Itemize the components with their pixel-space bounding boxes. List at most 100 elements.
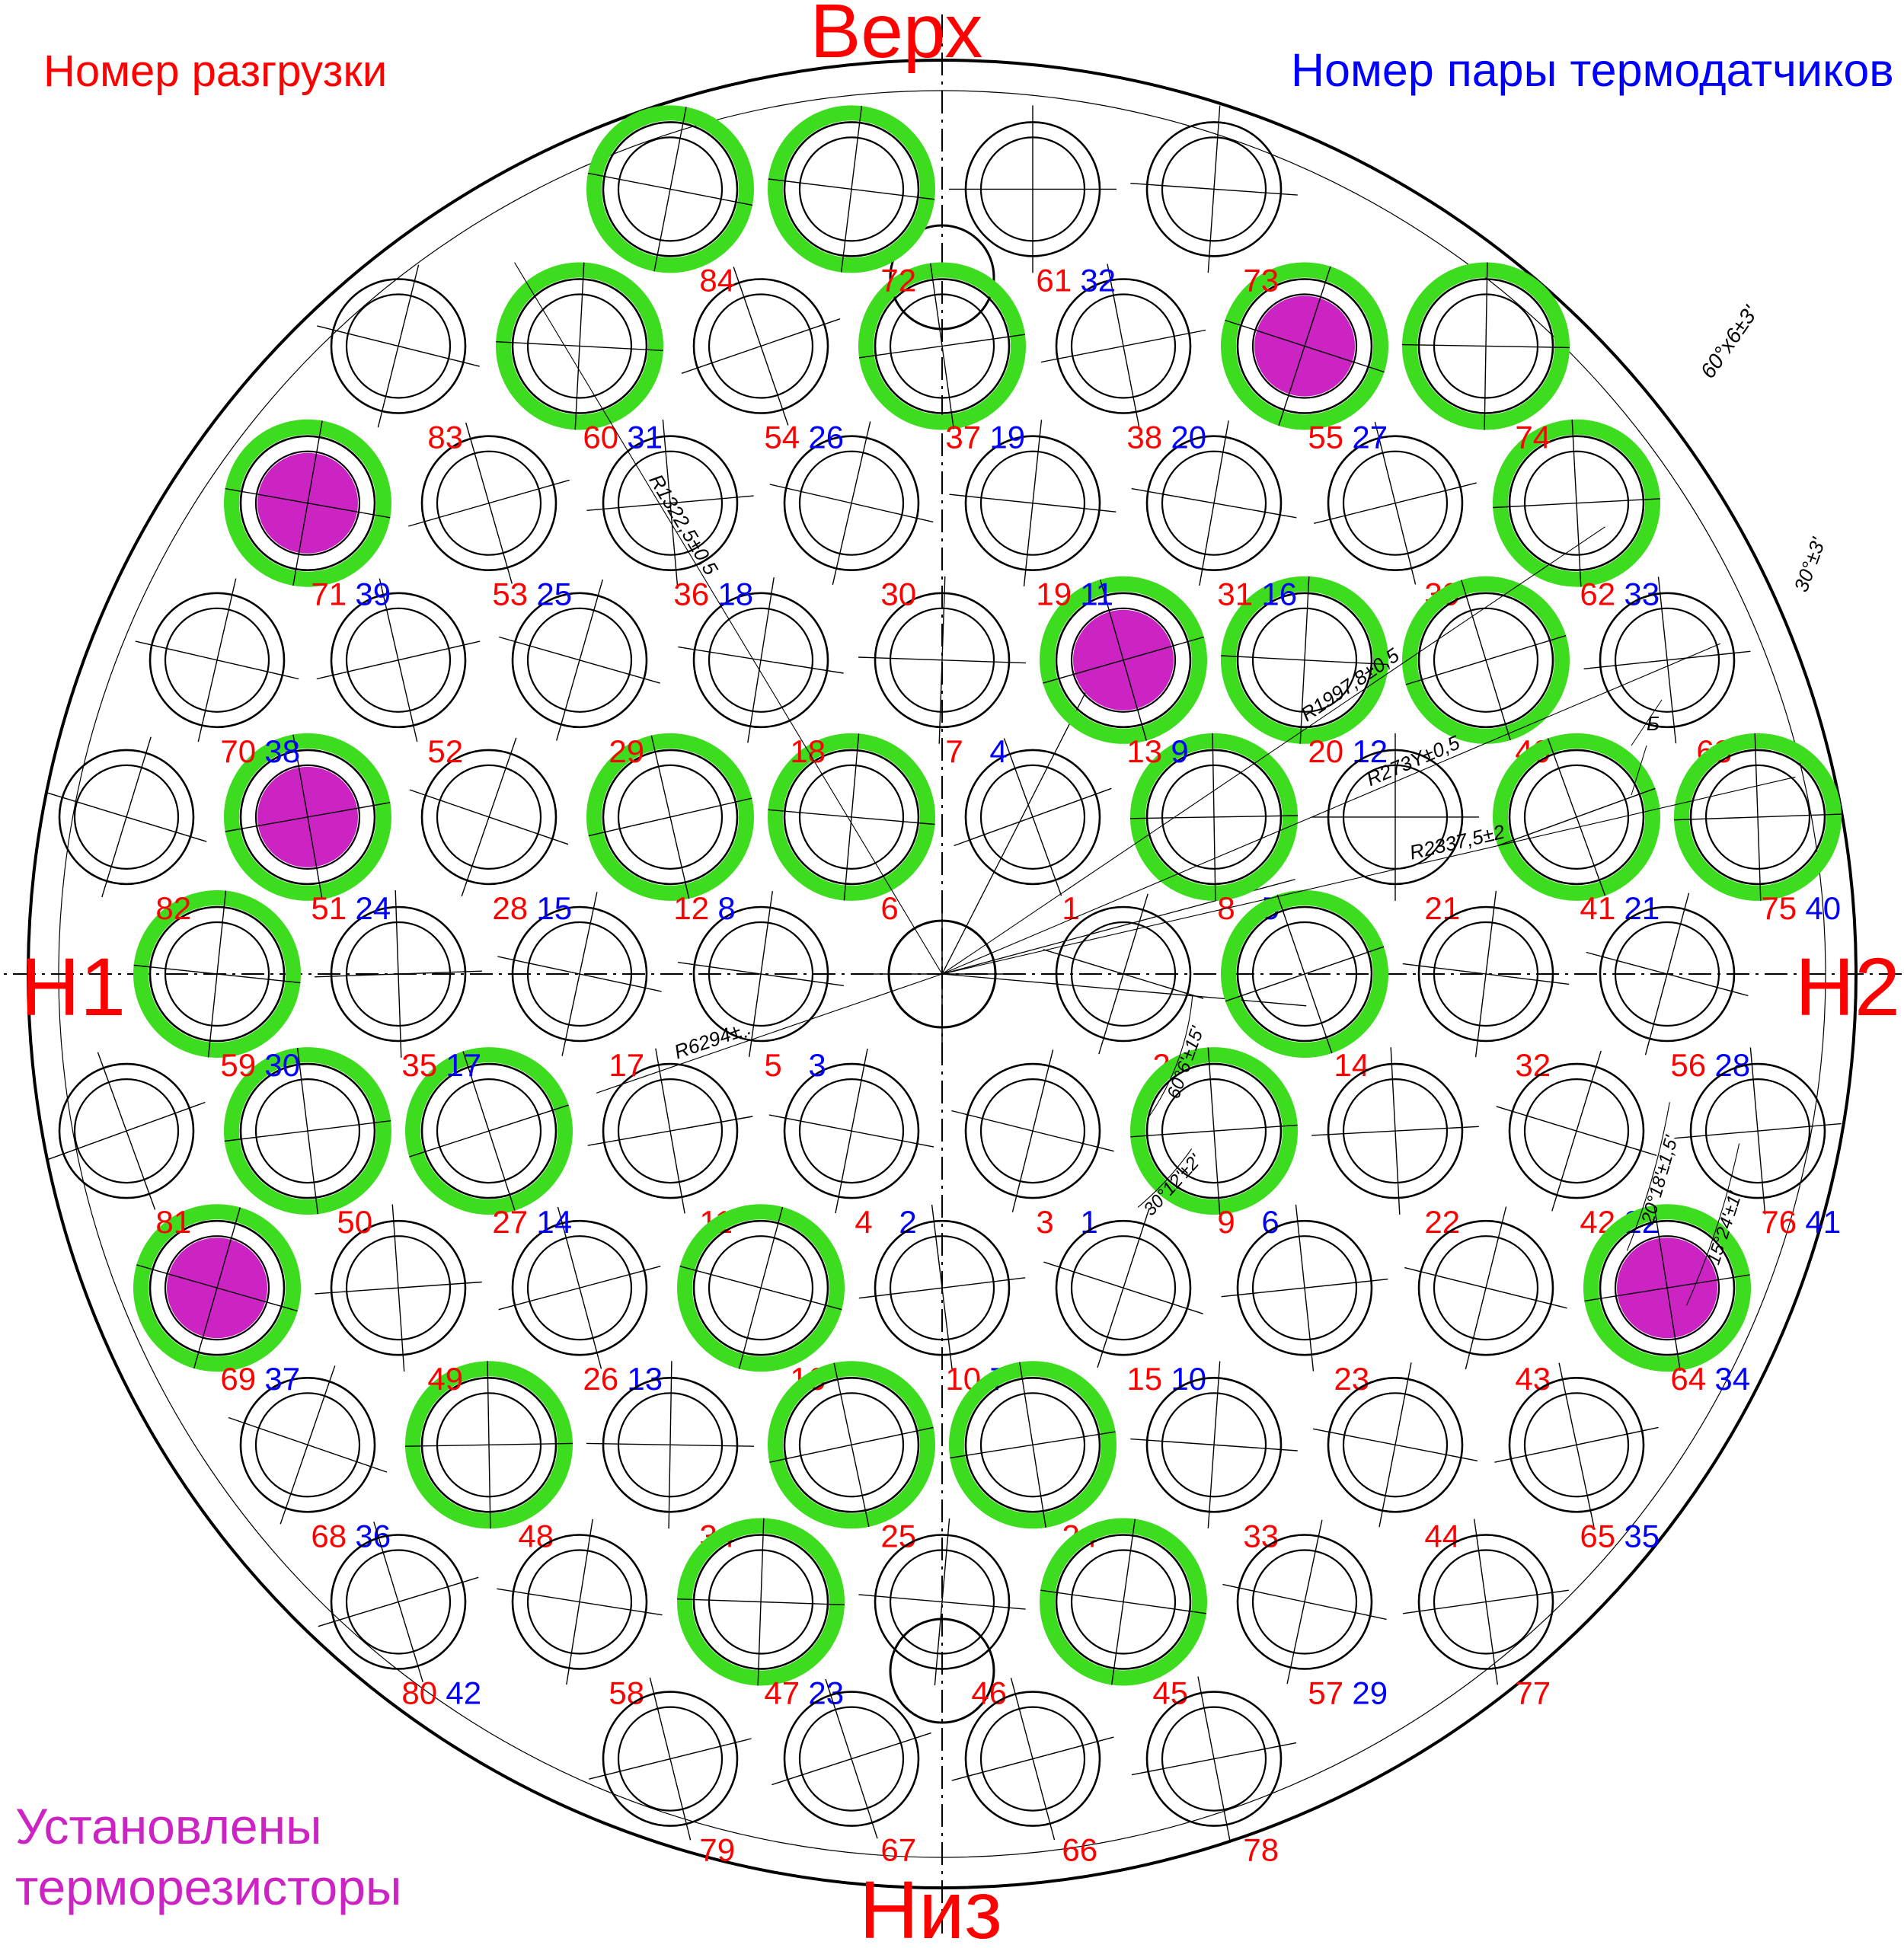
svg-text:40: 40 bbox=[1805, 890, 1841, 926]
svg-text:14: 14 bbox=[1334, 1047, 1369, 1083]
svg-text:9: 9 bbox=[1217, 1204, 1235, 1240]
svg-text:32: 32 bbox=[1515, 1047, 1551, 1083]
svg-text:35: 35 bbox=[401, 1047, 437, 1083]
svg-text:8: 8 bbox=[717, 890, 735, 926]
svg-text:82: 82 bbox=[155, 890, 191, 926]
svg-text:72: 72 bbox=[880, 262, 916, 298]
svg-text:76: 76 bbox=[1761, 1204, 1797, 1240]
svg-text:35: 35 bbox=[1624, 1518, 1660, 1554]
svg-text:57: 57 bbox=[1308, 1675, 1343, 1711]
svg-text:48: 48 bbox=[518, 1518, 554, 1554]
svg-text:38: 38 bbox=[1126, 420, 1162, 455]
svg-text:17: 17 bbox=[446, 1047, 481, 1083]
svg-text:81: 81 bbox=[155, 1204, 191, 1240]
svg-text:1: 1 bbox=[1062, 890, 1079, 926]
svg-text:52: 52 bbox=[427, 733, 463, 769]
svg-text:15: 15 bbox=[1126, 1361, 1162, 1397]
svg-text:27: 27 bbox=[1352, 420, 1388, 455]
svg-text:30: 30 bbox=[880, 576, 916, 612]
svg-text:Номер пары термодатчиков: Номер пары термодатчиков bbox=[1291, 44, 1894, 96]
svg-text:22: 22 bbox=[1424, 1204, 1460, 1240]
svg-text:69: 69 bbox=[220, 1361, 256, 1397]
svg-text:75: 75 bbox=[1761, 890, 1797, 926]
svg-text:31: 31 bbox=[627, 420, 663, 455]
svg-text:58: 58 bbox=[609, 1675, 644, 1711]
svg-text:70: 70 bbox=[220, 733, 256, 769]
svg-text:15: 15 bbox=[536, 890, 572, 926]
svg-text:39: 39 bbox=[355, 576, 391, 612]
svg-text:33: 33 bbox=[1243, 1518, 1279, 1554]
svg-text:45: 45 bbox=[1152, 1675, 1188, 1711]
svg-text:Верх: Верх bbox=[810, 0, 983, 74]
svg-text:68: 68 bbox=[311, 1518, 347, 1554]
svg-text:46: 46 bbox=[971, 1675, 1007, 1711]
svg-text:4: 4 bbox=[989, 733, 1007, 769]
svg-text:73: 73 bbox=[1243, 262, 1279, 298]
svg-text:27: 27 bbox=[492, 1204, 528, 1240]
svg-text:51: 51 bbox=[311, 890, 347, 926]
svg-text:38: 38 bbox=[264, 733, 300, 769]
svg-text:11: 11 bbox=[1080, 576, 1113, 612]
svg-text:62: 62 bbox=[1580, 576, 1615, 612]
svg-text:19: 19 bbox=[1036, 576, 1072, 612]
svg-text:67: 67 bbox=[880, 1832, 916, 1868]
svg-text:6: 6 bbox=[880, 890, 898, 926]
svg-text:23: 23 bbox=[1334, 1361, 1369, 1397]
svg-text:83: 83 bbox=[427, 420, 463, 455]
svg-text:7: 7 bbox=[945, 733, 963, 769]
svg-text:59: 59 bbox=[220, 1047, 256, 1083]
svg-text:Н1: Н1 bbox=[21, 940, 126, 1033]
svg-text:84: 84 bbox=[699, 262, 735, 298]
svg-text:54: 54 bbox=[764, 420, 800, 455]
svg-text:9: 9 bbox=[1171, 733, 1188, 769]
svg-text:3: 3 bbox=[808, 1047, 826, 1083]
svg-text:26: 26 bbox=[583, 1361, 618, 1397]
svg-text:78: 78 bbox=[1243, 1832, 1279, 1868]
svg-text:21: 21 bbox=[1424, 890, 1460, 926]
svg-text:79: 79 bbox=[699, 1832, 735, 1868]
svg-text:17: 17 bbox=[609, 1047, 644, 1083]
svg-text:80: 80 bbox=[401, 1675, 437, 1711]
svg-text:47: 47 bbox=[764, 1675, 800, 1711]
svg-text:44: 44 bbox=[1424, 1518, 1460, 1554]
svg-text:77: 77 bbox=[1515, 1675, 1551, 1711]
svg-text:18: 18 bbox=[717, 576, 753, 612]
svg-text:12: 12 bbox=[673, 890, 709, 926]
svg-text:53: 53 bbox=[492, 576, 528, 612]
svg-text:36: 36 bbox=[673, 576, 709, 612]
svg-text:28: 28 bbox=[492, 890, 528, 926]
svg-text:24: 24 bbox=[355, 890, 391, 926]
svg-text:41: 41 bbox=[1580, 890, 1615, 926]
svg-text:30: 30 bbox=[264, 1047, 300, 1083]
svg-text:37: 37 bbox=[945, 420, 981, 455]
svg-text:20: 20 bbox=[1171, 420, 1206, 455]
svg-text:37: 37 bbox=[264, 1361, 300, 1397]
svg-text:Низ: Низ bbox=[859, 1863, 1002, 1948]
svg-text:29: 29 bbox=[609, 733, 644, 769]
svg-text:32: 32 bbox=[1080, 262, 1116, 298]
svg-text:50: 50 bbox=[337, 1204, 372, 1240]
svg-text:26: 26 bbox=[808, 420, 844, 455]
svg-text:29: 29 bbox=[1352, 1675, 1388, 1711]
svg-text:3: 3 bbox=[1036, 1204, 1053, 1240]
svg-text:49: 49 bbox=[427, 1361, 463, 1397]
svg-text:71: 71 bbox=[311, 576, 347, 612]
svg-text:терморезисторы: терморезисторы bbox=[15, 1859, 401, 1915]
svg-text:43: 43 bbox=[1515, 1361, 1551, 1397]
svg-text:20: 20 bbox=[1308, 733, 1343, 769]
svg-text:4: 4 bbox=[855, 1204, 872, 1240]
svg-text:61: 61 bbox=[1036, 262, 1072, 298]
svg-text:Н2: Н2 bbox=[1795, 940, 1900, 1033]
svg-text:13: 13 bbox=[1126, 733, 1162, 769]
svg-text:41: 41 bbox=[1805, 1204, 1841, 1240]
svg-text:60: 60 bbox=[583, 420, 618, 455]
svg-text:65: 65 bbox=[1580, 1518, 1615, 1554]
svg-text:66: 66 bbox=[1062, 1832, 1097, 1868]
svg-text:16: 16 bbox=[1261, 576, 1297, 612]
svg-text:56: 56 bbox=[1670, 1047, 1706, 1083]
svg-text:42: 42 bbox=[446, 1675, 481, 1711]
svg-text:Установлены: Установлены bbox=[15, 1798, 322, 1854]
svg-text:34: 34 bbox=[1714, 1361, 1750, 1397]
svg-text:5: 5 bbox=[764, 1047, 781, 1083]
svg-text:14: 14 bbox=[536, 1204, 572, 1240]
